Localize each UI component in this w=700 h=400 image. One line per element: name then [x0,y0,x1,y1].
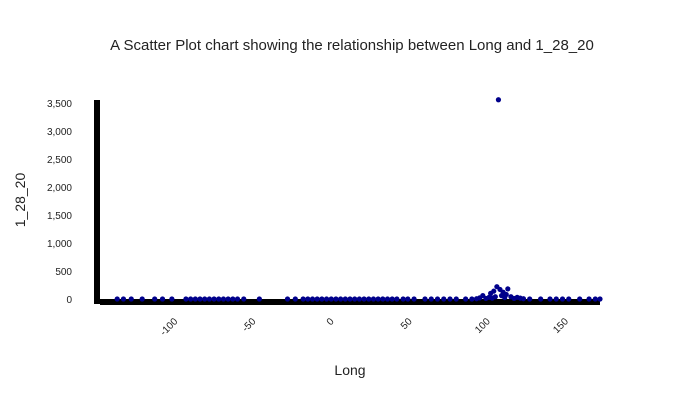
data-point [120,296,127,302]
data-point [328,296,334,302]
data-point [234,296,241,302]
data-point [469,296,475,302]
data-point [333,296,339,302]
data-point [319,296,325,302]
y-tick-label: 3,500 [47,99,72,110]
data-point [192,296,198,302]
data-point [230,296,236,302]
x-tick-label: 100 [473,316,493,336]
y-tick-label: 500 [55,267,72,278]
data-point [347,296,353,302]
data-point [241,296,247,302]
data-point [380,296,386,302]
data-point [400,296,406,302]
data-point [256,296,262,302]
chart-title: A Scatter Plot chart showing the relatio… [110,37,594,54]
data-point [366,296,372,302]
y-tick-labels: 0 500 1,000 1,500 2,000 2,500 3,000 3,500 [47,99,72,306]
x-axis-line [100,299,600,305]
data-point [338,296,344,302]
data-point [206,296,212,302]
data-point [394,296,400,302]
data-point [538,296,544,302]
y-tick-label: 3,000 [47,127,72,138]
data-point [422,296,428,302]
data-point [389,296,395,302]
data-point [361,296,367,302]
data-point [405,296,411,302]
data-points [114,97,603,302]
data-point [586,296,592,302]
data-point [520,296,527,302]
data-point [492,294,498,300]
data-point [284,296,291,302]
x-tick-label: 150 [551,316,571,336]
x-tick-label: -50 [240,316,258,334]
data-point [547,296,553,302]
data-point [139,296,145,302]
data-point [216,296,222,302]
y-axis-line [94,100,100,304]
data-point [559,296,566,302]
data-point [577,296,583,302]
data-point [503,291,509,298]
data-point [292,296,298,302]
data-point [305,296,311,302]
data-point [384,296,391,302]
data-point [183,296,189,302]
data-point [491,288,497,294]
x-tick-label: 50 [399,316,415,332]
data-point [225,296,231,302]
data-point [356,296,362,302]
data-point [505,286,511,292]
data-point [309,296,316,302]
data-point [323,296,330,302]
data-point [592,296,598,302]
data-point [352,296,358,302]
data-point [159,296,166,302]
data-point [342,296,348,302]
data-point [202,296,208,302]
y-tick-label: 0 [66,295,72,306]
x-tick-label: -100 [158,316,180,338]
data-point [220,296,227,302]
data-point [447,296,453,302]
data-point [495,97,502,103]
data-point [434,296,441,302]
data-point [428,296,434,302]
data-point [152,296,158,302]
y-tick-label: 2,000 [47,183,72,194]
data-point [188,296,194,302]
y-axis-title: 1_28_20 [12,173,28,228]
data-point [114,296,120,302]
data-point [411,296,417,302]
data-point [597,296,603,302]
data-point [370,296,377,302]
data-point [375,296,381,302]
data-point [314,296,320,302]
data-point [566,296,572,302]
data-point [553,296,559,302]
data-point [463,296,469,302]
data-point [441,296,447,302]
y-tick-label: 1,000 [47,239,72,250]
data-point [169,296,175,302]
data-point [527,296,533,302]
data-point [300,296,306,302]
data-point [453,296,459,302]
x-tick-label: 0 [325,316,337,328]
data-point [128,296,134,302]
x-tick-labels: -100 -50 0 50 100 150 [158,316,571,338]
y-tick-label: 1,500 [47,211,72,222]
data-point [211,296,217,302]
x-axis-title: Long [334,362,365,378]
data-point [197,296,203,302]
y-tick-label: 2,500 [47,155,72,166]
